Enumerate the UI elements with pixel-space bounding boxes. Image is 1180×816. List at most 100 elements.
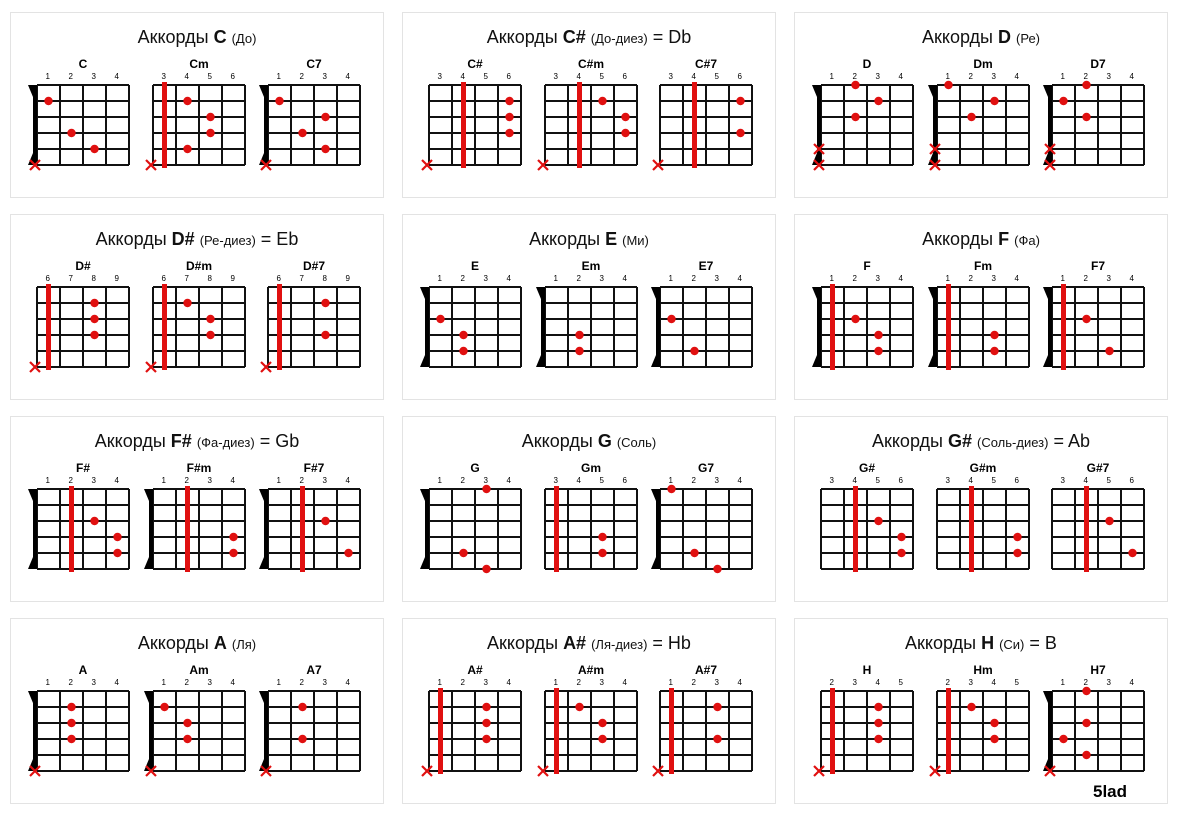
- chord-card-f-sharp: Аккорды F# (Фа-диез) = Gb F# 1 2 3 4 F#m 1 2 3 4 F#…: [10, 416, 384, 602]
- fret-number: 3: [483, 476, 488, 485]
- title-note: G: [597, 431, 612, 451]
- finger-dot: [229, 532, 238, 542]
- finger-dot: [944, 80, 953, 90]
- finger-dot: [183, 718, 192, 728]
- title-prefix: Аккорды: [487, 633, 564, 653]
- fret-number: 2: [184, 678, 189, 687]
- barre-line: [1084, 486, 1089, 572]
- barre-line: [300, 486, 305, 572]
- chord-name: Cm: [189, 57, 209, 71]
- title-alt-name: = Eb: [260, 229, 299, 249]
- chord-diagram: [421, 82, 522, 171]
- chord-card-d: Аккорды D (Ре) D 1 2 3 4 Dm 1 2 3 4 D7 1 2 3 4: [794, 12, 1168, 198]
- chord-diagram: [260, 284, 361, 373]
- mute-x-icon: [652, 159, 664, 171]
- finger-dot: [1013, 532, 1022, 542]
- fret-number: 6: [737, 72, 742, 81]
- chord-name: F#: [75, 461, 90, 475]
- fret-number: 3: [945, 476, 950, 485]
- title-note-name: (Ля): [231, 637, 257, 652]
- chord-diagram: [145, 82, 246, 171]
- nut-bar: [651, 287, 660, 367]
- chord-diagram: [651, 484, 753, 574]
- nut-bar: [28, 85, 37, 165]
- fret-number: 3: [875, 274, 880, 283]
- fret-number: 3: [322, 678, 327, 687]
- finger-dot: [990, 346, 999, 356]
- chord-diagram: [812, 80, 914, 171]
- fret-number: 2: [852, 274, 857, 283]
- mute-x-icon: [929, 765, 941, 777]
- fret-number: 6: [898, 476, 903, 485]
- fret-number: 3: [1106, 72, 1111, 81]
- barre-line: [554, 688, 559, 774]
- chord-diagram: [1043, 80, 1145, 171]
- chord-name: C#m: [577, 57, 604, 71]
- fret-number: 3: [968, 678, 973, 687]
- fret-number: 5: [599, 476, 604, 485]
- fret-number: 3: [207, 476, 212, 485]
- fret-number: 4: [691, 72, 696, 81]
- finger-dot: [690, 548, 699, 558]
- card-title: Аккорды A (Ля): [11, 633, 383, 654]
- nut-bar: [1043, 85, 1052, 165]
- fret-number: 4: [114, 678, 119, 687]
- chord-card-g-sharp: Аккорды G# (Соль-диез) = Ab G# 3 4 5 6 G#m 3 4 5 6…: [794, 416, 1168, 602]
- nut-bar: [812, 287, 821, 367]
- fret-number: 3: [483, 274, 488, 283]
- title-note-name: (До-диез): [590, 31, 648, 46]
- finger-dot: [1082, 750, 1091, 760]
- finger-dot: [1082, 718, 1091, 728]
- finger-dot: [482, 702, 491, 712]
- title-note-name: (Ре): [1016, 31, 1041, 46]
- finger-dot: [690, 346, 699, 356]
- nut-bar: [28, 489, 37, 569]
- finger-dot: [990, 96, 999, 106]
- fret-number: 5: [1014, 678, 1019, 687]
- fret-number: 8: [207, 274, 212, 283]
- finger-dot: [967, 702, 976, 712]
- chord-diagram: [259, 486, 361, 572]
- fret-number: 3: [714, 678, 719, 687]
- finger-dot: [482, 734, 491, 744]
- card-title: Аккорды C (До): [11, 27, 383, 48]
- fret-number: 3: [322, 476, 327, 485]
- fret-number: 4: [737, 274, 742, 283]
- fret-number: 3: [668, 72, 673, 81]
- finger-dot: [1082, 314, 1091, 324]
- chord-name: G#m: [969, 461, 997, 475]
- finger-dot: [621, 128, 630, 138]
- fret-number: 4: [737, 476, 742, 485]
- fret-number: 5: [898, 678, 903, 687]
- chord-name: E7: [698, 259, 714, 273]
- fret-number: 4: [345, 72, 350, 81]
- title-alt-name: = Gb: [259, 431, 300, 451]
- fret-number: 1: [45, 476, 50, 485]
- finger-dot: [598, 734, 607, 744]
- fret-number: 3: [599, 678, 604, 687]
- card-title: Аккорды A# (Ля-диез) = Hb: [403, 633, 775, 654]
- fret-number: 1: [437, 476, 442, 485]
- finger-dot: [505, 128, 514, 138]
- fret-number: 6: [161, 274, 166, 283]
- chord-name: D#7: [302, 259, 325, 273]
- title-note: C#: [562, 27, 586, 47]
- title-prefix: Аккорды: [922, 229, 999, 249]
- chord-card-a-sharp: Аккорды A# (Ля-диез) = Hb A# 1 2 3 4 A#m 1 2 3 4 A#…: [402, 618, 776, 804]
- fret-number: 1: [276, 678, 281, 687]
- barre-line: [554, 486, 559, 572]
- barre-line: [669, 688, 674, 774]
- fret-number: 5: [714, 72, 719, 81]
- finger-dot: [90, 298, 99, 308]
- title-note: D: [998, 27, 1011, 47]
- fret-number: 5: [599, 72, 604, 81]
- chord-name: H7: [1090, 663, 1106, 677]
- chord-name: C#: [467, 57, 483, 71]
- finger-dot: [90, 144, 99, 154]
- finger-dot: [229, 548, 238, 558]
- fret-number: 1: [1060, 72, 1065, 81]
- chord-name: A: [78, 663, 88, 677]
- card-title: Аккорды F (Фа): [795, 229, 1167, 250]
- title-note: D#: [171, 229, 195, 249]
- mute-x-icon: [652, 765, 664, 777]
